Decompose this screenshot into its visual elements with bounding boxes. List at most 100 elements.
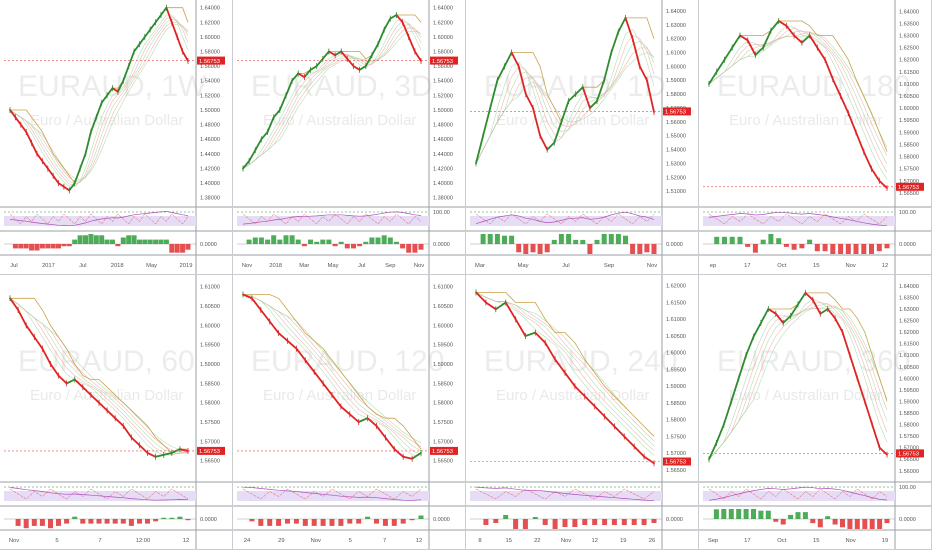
price-segment	[65, 378, 76, 385]
price-segment	[574, 385, 586, 398]
price-segment	[870, 167, 881, 182]
last-price-label: 1.56753	[898, 452, 919, 458]
x-tick-label: 29	[278, 538, 284, 544]
chart-panel-120[interactable]: EURAUD, 120 Euro / Australian Dollar 1.610…	[233, 275, 466, 550]
chart-panel-3d[interactable]: EURAUD, 3D Euro / Australian Dollar 1.6400…	[233, 0, 466, 275]
price-segment	[352, 65, 361, 71]
y-tick-label: 1.57000	[200, 439, 220, 445]
histogram-bar	[587, 244, 593, 254]
price-segment	[357, 417, 369, 423]
price-segment	[111, 87, 119, 93]
y-tick-label: 1.54000	[200, 79, 220, 85]
x-tick-label: 12	[183, 538, 189, 544]
price-segment	[90, 394, 100, 404]
histogram-bar	[332, 244, 338, 247]
price-segment	[106, 87, 114, 97]
histogram-bar	[249, 519, 255, 522]
histogram-bar	[381, 235, 387, 244]
price-segment	[797, 291, 807, 306]
chart-panel-180[interactable]: EURAUD, 180 Euro / Australian Dollar 1.640…	[699, 0, 932, 275]
histogram-bar	[862, 519, 868, 529]
ma-ribbon-line	[242, 294, 422, 457]
oscillator-line	[475, 486, 655, 502]
y-tick-label: 1.56000	[666, 120, 686, 126]
price-segment	[847, 112, 857, 134]
histogram-bar	[418, 244, 424, 250]
price-segment	[402, 455, 414, 460]
histogram-bar	[853, 244, 859, 254]
price-segment	[122, 424, 133, 439]
chart-panel-60[interactable]: EURAUD, 60 Euro / Australian Dollar 1.6100…	[0, 275, 233, 550]
x-tick-label: May	[328, 263, 339, 269]
price-segment	[831, 78, 842, 97]
y-tick-label: 1.58000	[433, 401, 453, 407]
channel-step-line	[243, 294, 422, 450]
histogram-bar	[375, 237, 381, 244]
y-tick-label: 1.52000	[200, 93, 220, 99]
price-segment	[708, 442, 718, 461]
y-tick-label: 1.58500	[899, 142, 919, 148]
oscillator-signal	[708, 213, 888, 225]
y-tick-label: 1.58500	[433, 381, 453, 387]
histogram-bar	[18, 244, 24, 249]
price-segment	[510, 51, 520, 68]
histogram-bar	[128, 519, 134, 526]
y-tick-label: 1.64000	[433, 6, 453, 12]
price-segment	[98, 401, 108, 412]
y-tick-label: 1.60500	[200, 304, 220, 310]
price-segment	[127, 50, 136, 67]
price-segment	[793, 34, 803, 44]
y-tick-label: 1.62500	[899, 319, 919, 325]
y-tick-label: 1.42000	[433, 166, 453, 172]
chart-panel-1w[interactable]: EURAUD, 1W Euro / Australian Dollar 1.6400…	[0, 0, 233, 275]
chart-panel-240[interactable]: EURAUD, 240 Euro / Australian Dollar 1.620…	[466, 275, 699, 550]
histogram-bar	[729, 236, 735, 244]
price-segment	[475, 134, 485, 165]
x-tick-label: 12	[416, 538, 422, 544]
last-price-badge	[197, 56, 225, 65]
histogram-bar	[522, 519, 528, 529]
histogram-bar	[630, 244, 636, 254]
price-segment	[315, 57, 324, 67]
x-tick-label: Nov	[845, 538, 855, 544]
histogram-bar	[12, 244, 18, 249]
price-segment	[730, 377, 740, 403]
price-segment	[878, 446, 888, 456]
oscillator-band	[470, 216, 662, 226]
osc-tick-label: 0.0000	[899, 242, 916, 248]
last-price-label: 1.56753	[199, 59, 220, 65]
y-tick-label: 1.62000	[200, 20, 220, 26]
ma-ribbon-line	[708, 33, 888, 148]
price-segment	[589, 100, 598, 109]
y-tick-label: 1.46000	[200, 137, 220, 143]
last-price-badge	[197, 446, 225, 455]
histogram-bar	[158, 239, 164, 244]
price-segment	[41, 160, 49, 170]
chart-svg: 1.64000 1.63000 1.62000 1.61000 1.60000 1.590…	[466, 0, 699, 275]
price-segment	[871, 423, 881, 449]
price-segment	[801, 34, 811, 44]
histogram-bar	[651, 244, 657, 254]
y-tick-label: 1.58000	[666, 418, 686, 424]
histogram-bar	[338, 519, 344, 526]
price-segment	[114, 417, 125, 427]
price-segment	[84, 130, 92, 155]
chart-panel-1d[interactable]: EURAUD, 1D Euro / Australian Dollar 1.6400…	[466, 0, 699, 275]
histogram-bar	[802, 512, 808, 519]
price-segment	[645, 79, 655, 113]
price-segment	[304, 359, 316, 373]
ma-ribbon-line	[475, 34, 655, 164]
histogram-bar	[611, 519, 617, 525]
y-tick-label: 1.61500	[899, 342, 919, 348]
channel-step-line	[10, 297, 188, 454]
price-segment	[81, 386, 92, 396]
histogram-bar	[72, 239, 78, 244]
histogram-bar	[780, 519, 786, 525]
histogram-bar	[320, 239, 326, 244]
histogram-bar	[773, 519, 779, 522]
histogram-bar	[847, 519, 853, 529]
chart-panel-360[interactable]: EURAUD, 360 Euro / Australian Dollar 1.640…	[699, 275, 932, 550]
y-tick-label: 1.58000	[200, 401, 220, 407]
osc-tick-label: 100.00	[433, 210, 450, 216]
x-tick-label: 2019	[180, 263, 193, 269]
